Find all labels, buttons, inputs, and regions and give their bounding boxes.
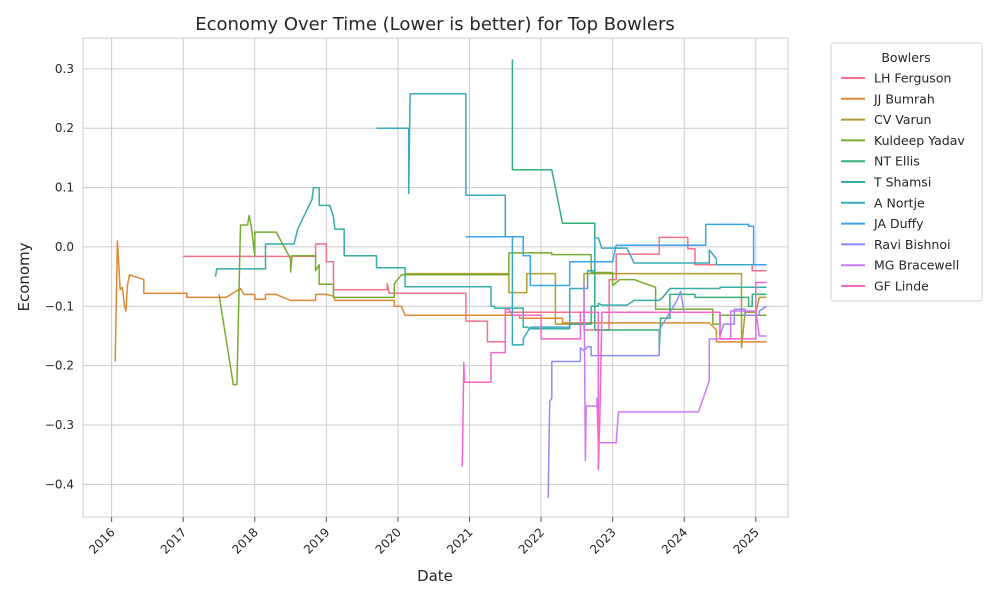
legend-item: MG Bracewell: [841, 258, 959, 273]
legend-item: Ravi Bishnoi: [841, 237, 950, 252]
y-tick-label: −0.4: [45, 477, 74, 491]
series-lines: [114, 59, 767, 499]
legend-items: LH Ferguson JJ Bumrah CV Varun Kuldeep Yada…: [841, 71, 965, 294]
legend-label: Ravi Bishnoi: [874, 237, 950, 252]
x-axis-title: Date: [417, 567, 453, 585]
legend: Bowlers LH Ferguson JJ Bumrah CV Varun Kuld…: [830, 42, 983, 302]
y-axis-title: Economy: [15, 242, 33, 311]
legend-label: CV Varun: [874, 112, 931, 127]
legend-item: T Shamsi: [841, 175, 931, 190]
series-line-mg-bracewell: [583, 282, 767, 462]
legend-label: JA Duffy: [873, 216, 924, 231]
legend-label: LH Ferguson: [874, 71, 951, 86]
legend-item: JJ Bumrah: [841, 91, 935, 106]
y-tick-label: −0.2: [45, 359, 74, 373]
legend-item: JA Duffy: [841, 216, 924, 231]
legend-title: Bowlers: [881, 50, 930, 65]
series-line-ja-duffy: [465, 223, 767, 287]
legend-label: Kuldeep Yadav: [874, 133, 965, 148]
series-line-nt-ellis: [511, 59, 767, 355]
y-tick-label: −0.1: [45, 299, 74, 313]
legend-item: NT Ellis: [841, 154, 920, 169]
series-line-t-shamsi: [214, 186, 767, 330]
legend-label: NT Ellis: [874, 154, 920, 169]
y-axis-ticks: −0.4 −0.3 −0.2 −0.1 0.0 0.1 0.2 0.3: [45, 62, 74, 491]
series-line-kuldeep-yadav: [218, 214, 767, 386]
legend-item: CV Varun: [841, 112, 931, 127]
series-line-a-nortje: [376, 93, 767, 346]
grid-lines: [83, 38, 788, 517]
legend-label: A Nortje: [874, 195, 925, 210]
legend-label: GF Linde: [874, 279, 929, 294]
legend-label: T Shamsi: [873, 175, 931, 190]
legend-item: A Nortje: [841, 195, 925, 210]
plot-area-frame: [82, 37, 789, 518]
y-tick-label: 0.3: [55, 62, 74, 76]
chart-title: Economy Over Time (Lower is better) for …: [195, 14, 675, 35]
y-tick-label: 0.2: [55, 121, 74, 135]
series-line-gf-linde: [461, 281, 767, 471]
y-tick-label: −0.3: [45, 418, 74, 432]
legend-box: [830, 42, 983, 302]
legend-label: MG Bracewell: [874, 258, 959, 273]
y-tick-label: 0.0: [55, 240, 74, 254]
series-line-jj-bumrah: [114, 240, 767, 362]
legend-item: LH Ferguson: [841, 71, 951, 86]
series-line-ravi-bishnoi: [547, 290, 767, 499]
legend-item: GF Linde: [841, 279, 929, 294]
legend-item: Kuldeep Yadav: [841, 133, 965, 148]
y-tick-label: 0.1: [55, 181, 74, 195]
legend-label: JJ Bumrah: [873, 91, 935, 106]
